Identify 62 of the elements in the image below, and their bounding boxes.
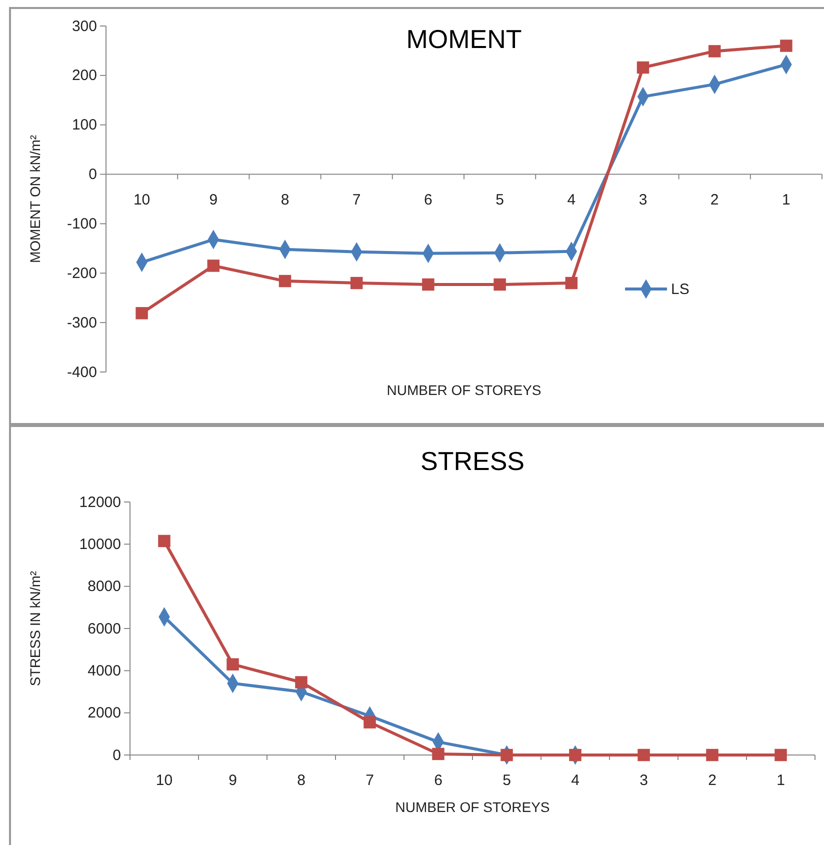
x-tick-label: 10 bbox=[156, 772, 173, 789]
x-tick-label: 2 bbox=[708, 772, 716, 789]
y-tick-label: 4000 bbox=[88, 662, 121, 680]
y-tick-label: -400 bbox=[66, 364, 97, 381]
x-tick-label: 2 bbox=[710, 191, 719, 208]
y-tick-label: 8000 bbox=[88, 578, 121, 596]
x-axis-title: NUMBER OF STOREYS bbox=[386, 382, 542, 398]
y-tick-label: 0 bbox=[88, 166, 97, 184]
y-tick-label: 10000 bbox=[79, 536, 121, 553]
point bbox=[432, 748, 444, 760]
y-axis-title: STRESS IN kN/m² bbox=[27, 570, 43, 686]
x-tick-label: 7 bbox=[366, 772, 374, 789]
x-tick-label: 8 bbox=[280, 191, 290, 208]
point bbox=[364, 716, 376, 728]
x-tick-label: 8 bbox=[297, 772, 306, 789]
point bbox=[278, 274, 292, 288]
point bbox=[569, 748, 582, 762]
legend-label: LS bbox=[671, 281, 690, 298]
y-tick-label: 12000 bbox=[79, 494, 121, 511]
chart-title: STRESS bbox=[420, 446, 525, 476]
point bbox=[136, 307, 148, 320]
x-tick-label: 1 bbox=[782, 191, 790, 208]
x-tick-label: 5 bbox=[496, 191, 504, 208]
point bbox=[636, 61, 650, 74]
x-tick-label: 6 bbox=[424, 191, 432, 208]
x-tick-label: 3 bbox=[638, 191, 648, 208]
point bbox=[295, 676, 308, 688]
x-axis-title: NUMBER OF STOREYS bbox=[395, 799, 550, 815]
y-tick-label: 200 bbox=[72, 67, 97, 84]
x-tick-label: 5 bbox=[502, 772, 511, 789]
chart-title: MOMENT bbox=[406, 24, 522, 54]
x-tick-label: 4 bbox=[571, 772, 580, 789]
y-tick-label: 300 bbox=[72, 18, 97, 35]
point bbox=[226, 658, 239, 670]
point bbox=[422, 278, 434, 291]
point bbox=[494, 278, 506, 291]
x-tick-label: 9 bbox=[209, 191, 218, 208]
x-tick-label: 7 bbox=[352, 191, 361, 208]
point bbox=[350, 276, 363, 290]
x-tick-label: 9 bbox=[228, 772, 237, 789]
point bbox=[780, 40, 792, 52]
y-axis-title: MOMENT ON kN/m² bbox=[27, 134, 43, 264]
point bbox=[500, 748, 513, 762]
y-tick-label: 0 bbox=[112, 746, 121, 764]
point bbox=[708, 45, 721, 58]
y-tick-label: 2000 bbox=[88, 704, 121, 722]
x-tick-label: 4 bbox=[567, 191, 576, 208]
y-tick-label: -200 bbox=[66, 264, 97, 282]
point bbox=[638, 748, 650, 762]
y-tick-label: 6000 bbox=[88, 620, 121, 638]
point bbox=[207, 260, 220, 272]
point bbox=[774, 748, 787, 762]
y-tick-label: -100 bbox=[66, 216, 97, 233]
point bbox=[565, 276, 578, 290]
x-tick-label: 1 bbox=[776, 772, 785, 789]
y-tick-label: -300 bbox=[66, 314, 97, 332]
point bbox=[706, 748, 718, 762]
x-tick-label: 3 bbox=[640, 772, 648, 789]
y-tick-label: 100 bbox=[72, 116, 97, 134]
x-tick-label: 10 bbox=[133, 191, 150, 208]
point bbox=[158, 534, 170, 548]
x-tick-label: 6 bbox=[434, 772, 442, 789]
